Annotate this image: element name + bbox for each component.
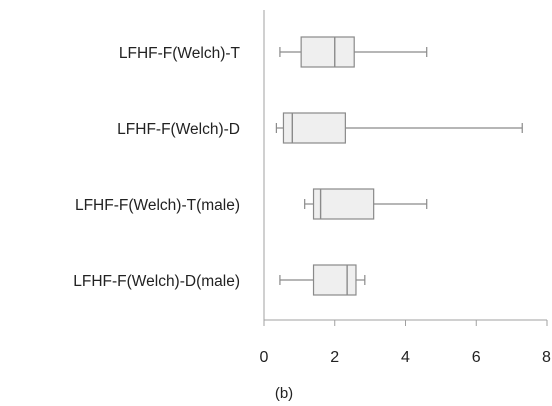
- x-tick-label: 6: [472, 349, 481, 366]
- category-label: LFHF-F(Welch)-D(male): [73, 273, 240, 290]
- category-label: LFHF-F(Welch)-T(male): [75, 197, 240, 214]
- iqr-box: [312, 264, 357, 296]
- x-tick-label: 4: [401, 349, 410, 366]
- box-plot-row: [275, 112, 523, 144]
- x-tick-label: 0: [260, 349, 269, 366]
- x-tick-label: 8: [542, 349, 551, 366]
- iqr-box: [282, 112, 346, 144]
- iqr-box: [300, 36, 355, 68]
- x-tick-label: 2: [330, 349, 339, 366]
- x-ticks-layer: 0 2 4 6 8: [260, 320, 551, 366]
- category-label: LFHF-F(Welch)-T: [119, 45, 241, 62]
- box-plot-row: [279, 36, 428, 68]
- category-labels-layer: LFHF-F(Welch)-T LFHF-F(Welch)-D LFHF-F(Wel…: [73, 45, 240, 290]
- boxes-layer: [275, 36, 523, 296]
- category-label: LFHF-F(Welch)-D: [117, 121, 240, 138]
- box-plot-row: [279, 264, 366, 296]
- iqr-box: [312, 188, 375, 220]
- box-plot-row: [304, 188, 428, 220]
- chart-caption: (b): [275, 385, 293, 402]
